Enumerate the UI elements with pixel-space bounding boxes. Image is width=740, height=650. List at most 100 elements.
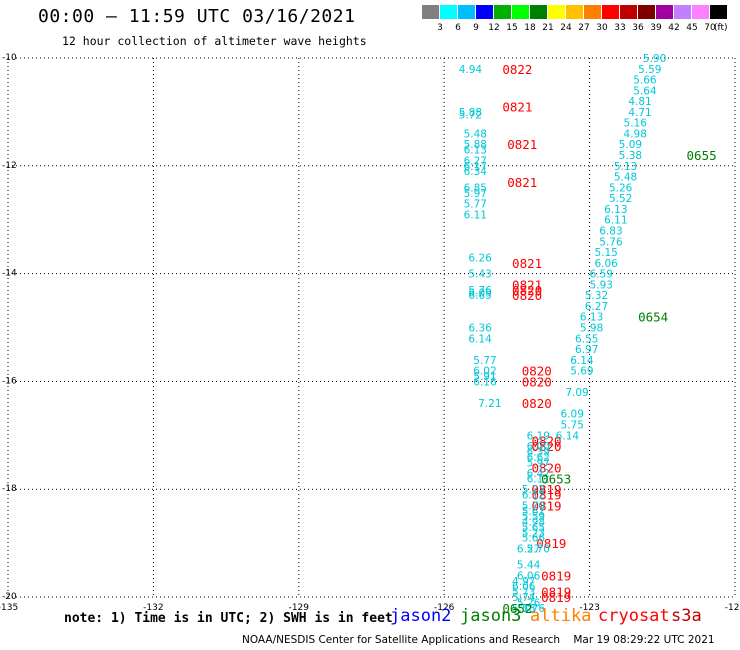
longitude-label: -123 <box>579 603 599 613</box>
latitude-label: -12 <box>2 161 17 171</box>
wave-height-value: 7.21 <box>478 398 501 410</box>
map-subtitle: 12 hour collection of altimeter wave hei… <box>62 34 367 48</box>
credit-line: NOAA/NESDIS Center for Satellite Applica… <box>242 634 715 646</box>
wave-height-value: 6.27 <box>585 301 608 313</box>
pass-time-label: 0820 <box>531 434 561 449</box>
wave-height-value: 4.98 <box>522 517 545 529</box>
pass-time-label: 0820 <box>512 283 542 298</box>
colorbar-tick-label: 15 <box>506 23 518 33</box>
pass-time-label: 0819 <box>541 568 571 583</box>
wave-height-value: 5.22 <box>522 484 545 496</box>
wave-height-value: 5.44 <box>517 560 541 572</box>
wave-height-value: 5.76 <box>599 236 623 248</box>
wave-height-value: 5.78 <box>512 603 535 615</box>
wave-height-value: 6.06 <box>517 570 541 582</box>
colorbar-swatch <box>656 5 673 19</box>
latitude-label: -20 <box>2 592 17 602</box>
wave-height-value: 6.00 <box>527 441 550 453</box>
colorbar-tick-label: 9 <box>473 23 479 33</box>
colorbar-swatch <box>620 5 637 19</box>
wave-height-value: 6.83 <box>599 225 622 237</box>
wave-height-value: 6.39 <box>527 446 550 458</box>
wave-height-value: 5.23 <box>522 527 545 539</box>
wave-height-value: 5.76 <box>522 603 546 615</box>
wave-height-value: 5.77 <box>473 355 496 367</box>
wave-height-value: 6.12 <box>522 490 545 502</box>
map-title: 00:00 – 11:59 UTC 03/16/2021 <box>38 6 356 27</box>
colorbar-swatch <box>422 5 439 19</box>
wave-height-value: 5.93 <box>590 279 613 291</box>
wave-height-value: 6.11 <box>464 209 487 221</box>
wave-height-value: 6.36 <box>468 323 492 335</box>
wave-height-value: 6.11 <box>604 215 627 227</box>
wave-height-value: 6.59 <box>590 269 613 281</box>
longitude-label: -135 <box>0 603 18 613</box>
pass-time-label: 0820 <box>522 364 552 379</box>
colorbar-swatch <box>458 5 475 19</box>
wave-height-value: 6.13 <box>604 204 627 216</box>
wave-height-value: 6.14 <box>556 430 580 442</box>
wave-height-value: 5.75 <box>561 420 584 432</box>
wave-height-value: 5.88 <box>464 139 487 151</box>
wave-height-value: 5.43 <box>468 269 491 281</box>
longitude-label: -129 <box>289 603 310 613</box>
pass-time-label: 0820 <box>512 288 542 303</box>
wave-height-value: 6.19 <box>527 430 550 442</box>
wave-height-value: 6.42 <box>527 468 550 480</box>
wave-height-value: 5.09 <box>619 139 642 151</box>
wave-height-value: 4.71 <box>628 107 651 119</box>
colorbar-tick-label: 45 <box>686 23 698 33</box>
wave-height-value: 5.61 <box>522 506 545 518</box>
wave-height-value: 5.70 <box>527 543 550 555</box>
wave-height-value: 4.94 <box>459 64 483 76</box>
colorbar-tick-label: 70 <box>704 23 716 33</box>
wave-height-value: 6.09 <box>561 409 584 421</box>
latitude-label: -16 <box>2 376 17 386</box>
colorbar-tick-label: 39 <box>650 23 662 33</box>
wave-height-value: 6.17 <box>464 161 487 173</box>
wave-height-value: 5.69 <box>570 366 593 378</box>
pass-time-label: 0819 <box>541 590 571 605</box>
pass-time-label: 0653 <box>541 471 571 486</box>
wave-height-value: 5.73 <box>512 587 535 599</box>
colorbar-tick-label: 42 <box>668 23 680 33</box>
colorbar-swatch <box>566 5 583 19</box>
colorbar-swatch <box>548 5 565 19</box>
pass-time-label: 0821 <box>502 100 532 115</box>
colorbar-swatch <box>440 5 457 19</box>
colorbar-tick-label: 24 <box>560 23 572 33</box>
wave-height-value: 6.13 <box>580 312 603 324</box>
colorbar-swatch <box>476 5 493 19</box>
pass-time-label: 0820 <box>531 439 561 454</box>
wave-height-value: 6.34 <box>464 166 488 178</box>
pass-time-label: 0819 <box>531 482 561 497</box>
wave-height-value: 5.52 <box>609 193 632 205</box>
pass-time-label: 0652 <box>502 601 532 616</box>
wave-height-value: 5.91 <box>473 371 496 383</box>
wave-height-value: 5.72 <box>459 110 482 122</box>
wave-height-value: 6.06 <box>512 581 536 593</box>
colorbar-tick-label: 27 <box>578 23 590 33</box>
wave-height-value: 6.97 <box>575 344 598 356</box>
latitude-label: -18 <box>2 484 17 494</box>
wave-height-value: 5.76 <box>468 285 492 297</box>
track-cryosat: 4.945.885.725.485.886.136.276.176.346.85… <box>459 62 572 605</box>
wave-height-value: 5.26 <box>517 597 541 609</box>
wave-height-value: 6.65 <box>468 290 491 302</box>
wave-height-value: 6.11 <box>527 473 550 485</box>
pass-time-label: 0821 <box>512 277 542 292</box>
colorbar-tick-label: 36 <box>632 23 644 33</box>
wave-height-value: 5.66 <box>633 75 657 87</box>
colorbar-swatch <box>584 5 601 19</box>
pass-time-label: 0821 <box>512 256 542 271</box>
wave-height-value: 5.90 <box>643 53 666 65</box>
latitude-label: -10 <box>2 53 17 63</box>
pass-time-label: 0819 <box>541 585 571 600</box>
wave-height-value: 5.48 <box>614 172 637 184</box>
wave-height-value: 6.13 <box>464 145 487 157</box>
pass-time-label: 0820 <box>522 374 552 389</box>
pass-time-label: 0820 <box>522 396 552 411</box>
wave-height-value: 7.09 <box>565 387 588 399</box>
wave-height-value: 4.81 <box>628 96 651 108</box>
wave-height-value: 5.74 <box>512 592 536 604</box>
